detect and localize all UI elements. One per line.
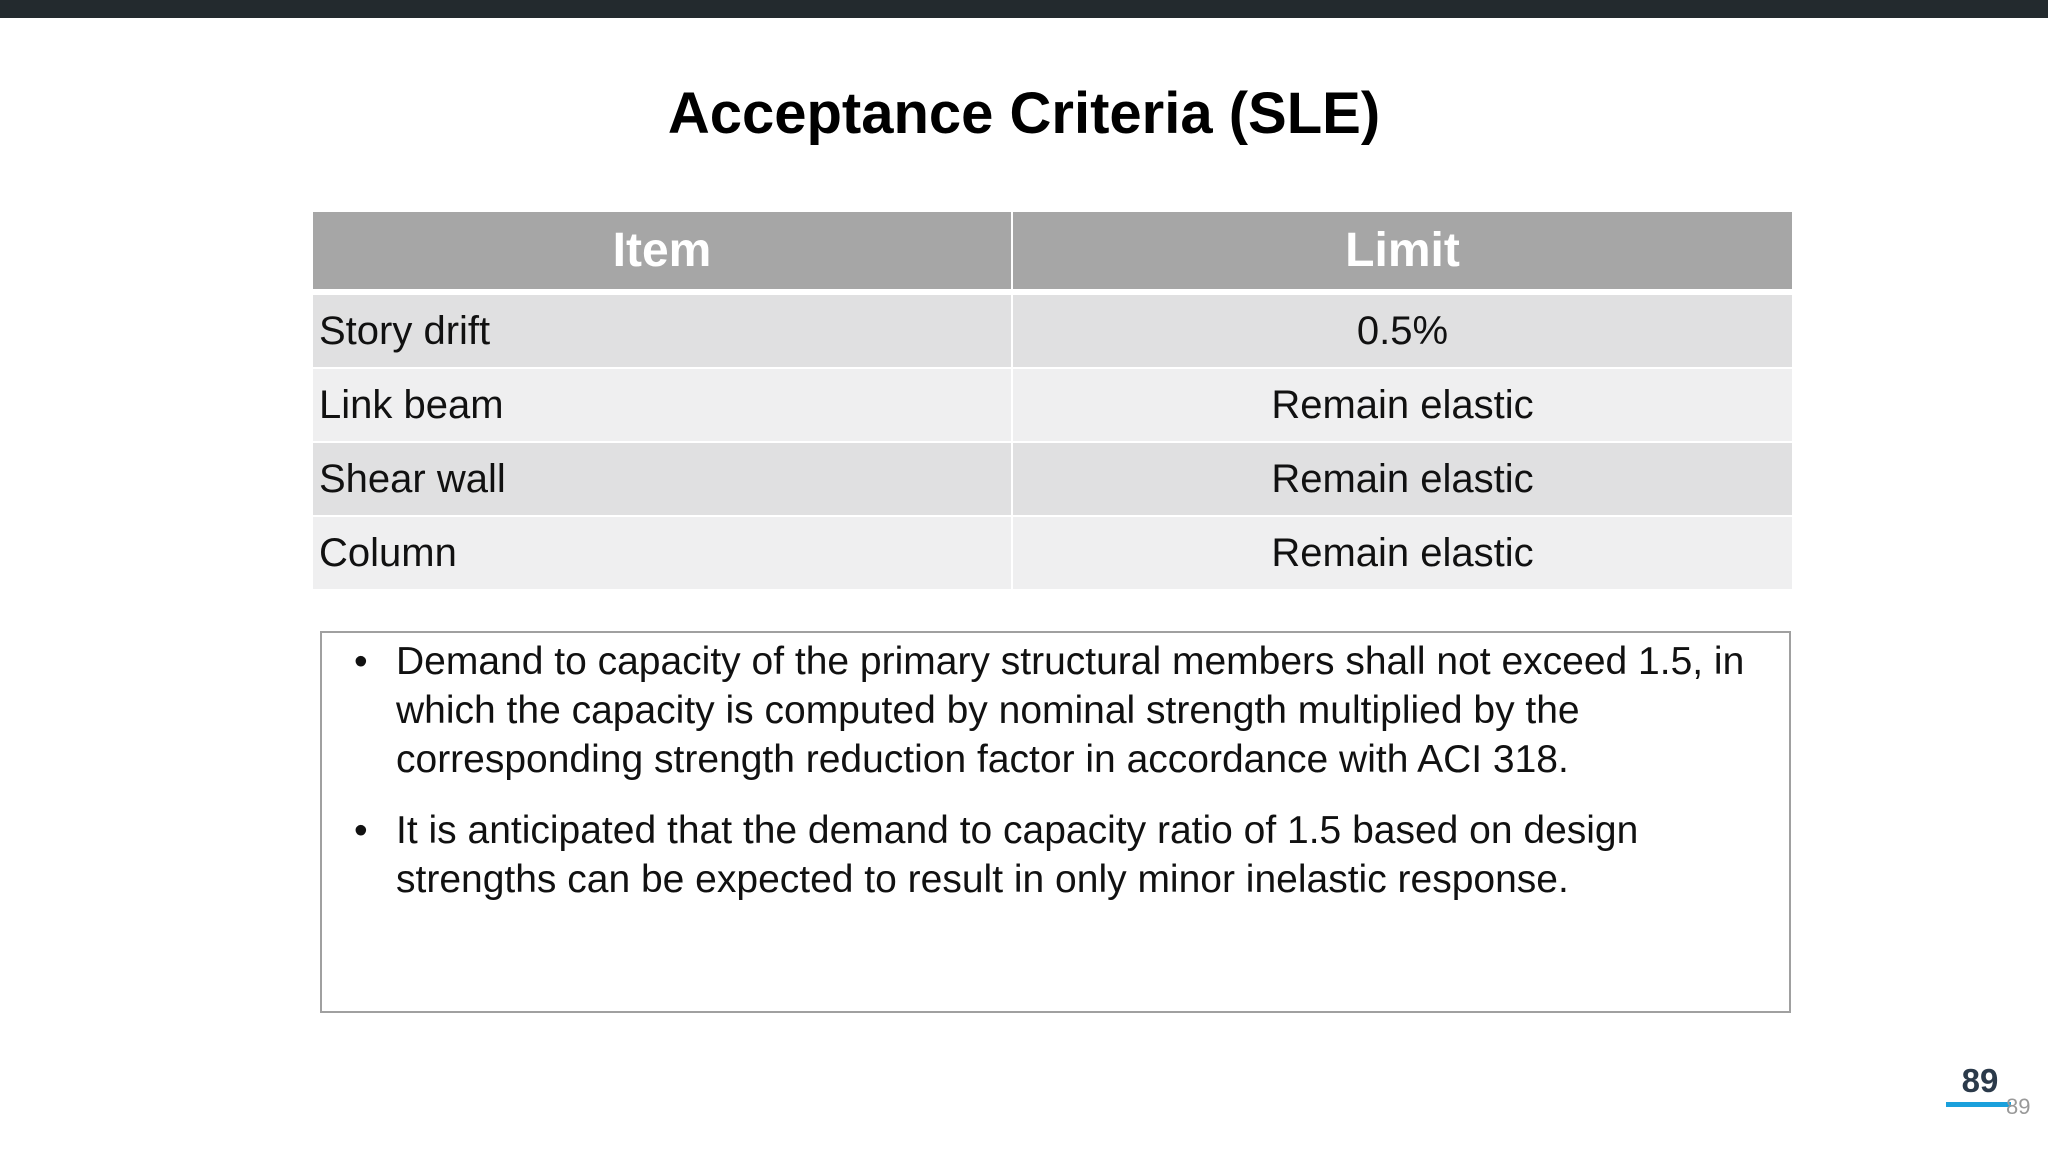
column-header: Item bbox=[313, 212, 1013, 295]
header-row: Item Limit bbox=[313, 212, 1792, 295]
notes-box: Demand to capacity of the primary struct… bbox=[320, 631, 1791, 1013]
table-row: Story drift 0.5% bbox=[313, 292, 1792, 369]
table-cell: Column bbox=[313, 516, 1013, 591]
table-cell: Story drift bbox=[313, 292, 1013, 369]
criteria-table: Item Limit Story drift 0.5% Link beam Remai… bbox=[313, 212, 1792, 591]
table-cell: 0.5% bbox=[1012, 292, 1792, 369]
table-cell: Link beam bbox=[313, 368, 1013, 443]
page-number-underline bbox=[1946, 1102, 2011, 1107]
table-row: Shear wall Remain elastic bbox=[313, 442, 1792, 517]
page-number: 89 bbox=[1961, 1062, 1999, 1099]
table-cell: Remain elastic bbox=[1012, 442, 1792, 517]
table-row: Column Remain elastic bbox=[313, 516, 1792, 591]
table-cell: Remain elastic bbox=[1012, 368, 1792, 443]
bullet-item: It is anticipated that the demand to cap… bbox=[354, 806, 1749, 904]
column-header: Limit bbox=[1012, 212, 1792, 295]
page-number-small: 89 bbox=[2006, 1094, 2031, 1119]
top-bar bbox=[0, 0, 2048, 18]
bullet-list: Demand to capacity of the primary struct… bbox=[322, 633, 1789, 904]
table-cell: Shear wall bbox=[313, 442, 1013, 517]
slide-title: Acceptance Criteria (SLE) bbox=[667, 81, 1381, 146]
table-body: Story drift 0.5% Link beam Remain elastic Sh… bbox=[313, 292, 1792, 591]
table-row: Link beam Remain elastic bbox=[313, 368, 1792, 443]
bullet-item: Demand to capacity of the primary struct… bbox=[354, 637, 1749, 784]
table-cell: Remain elastic bbox=[1012, 516, 1792, 591]
